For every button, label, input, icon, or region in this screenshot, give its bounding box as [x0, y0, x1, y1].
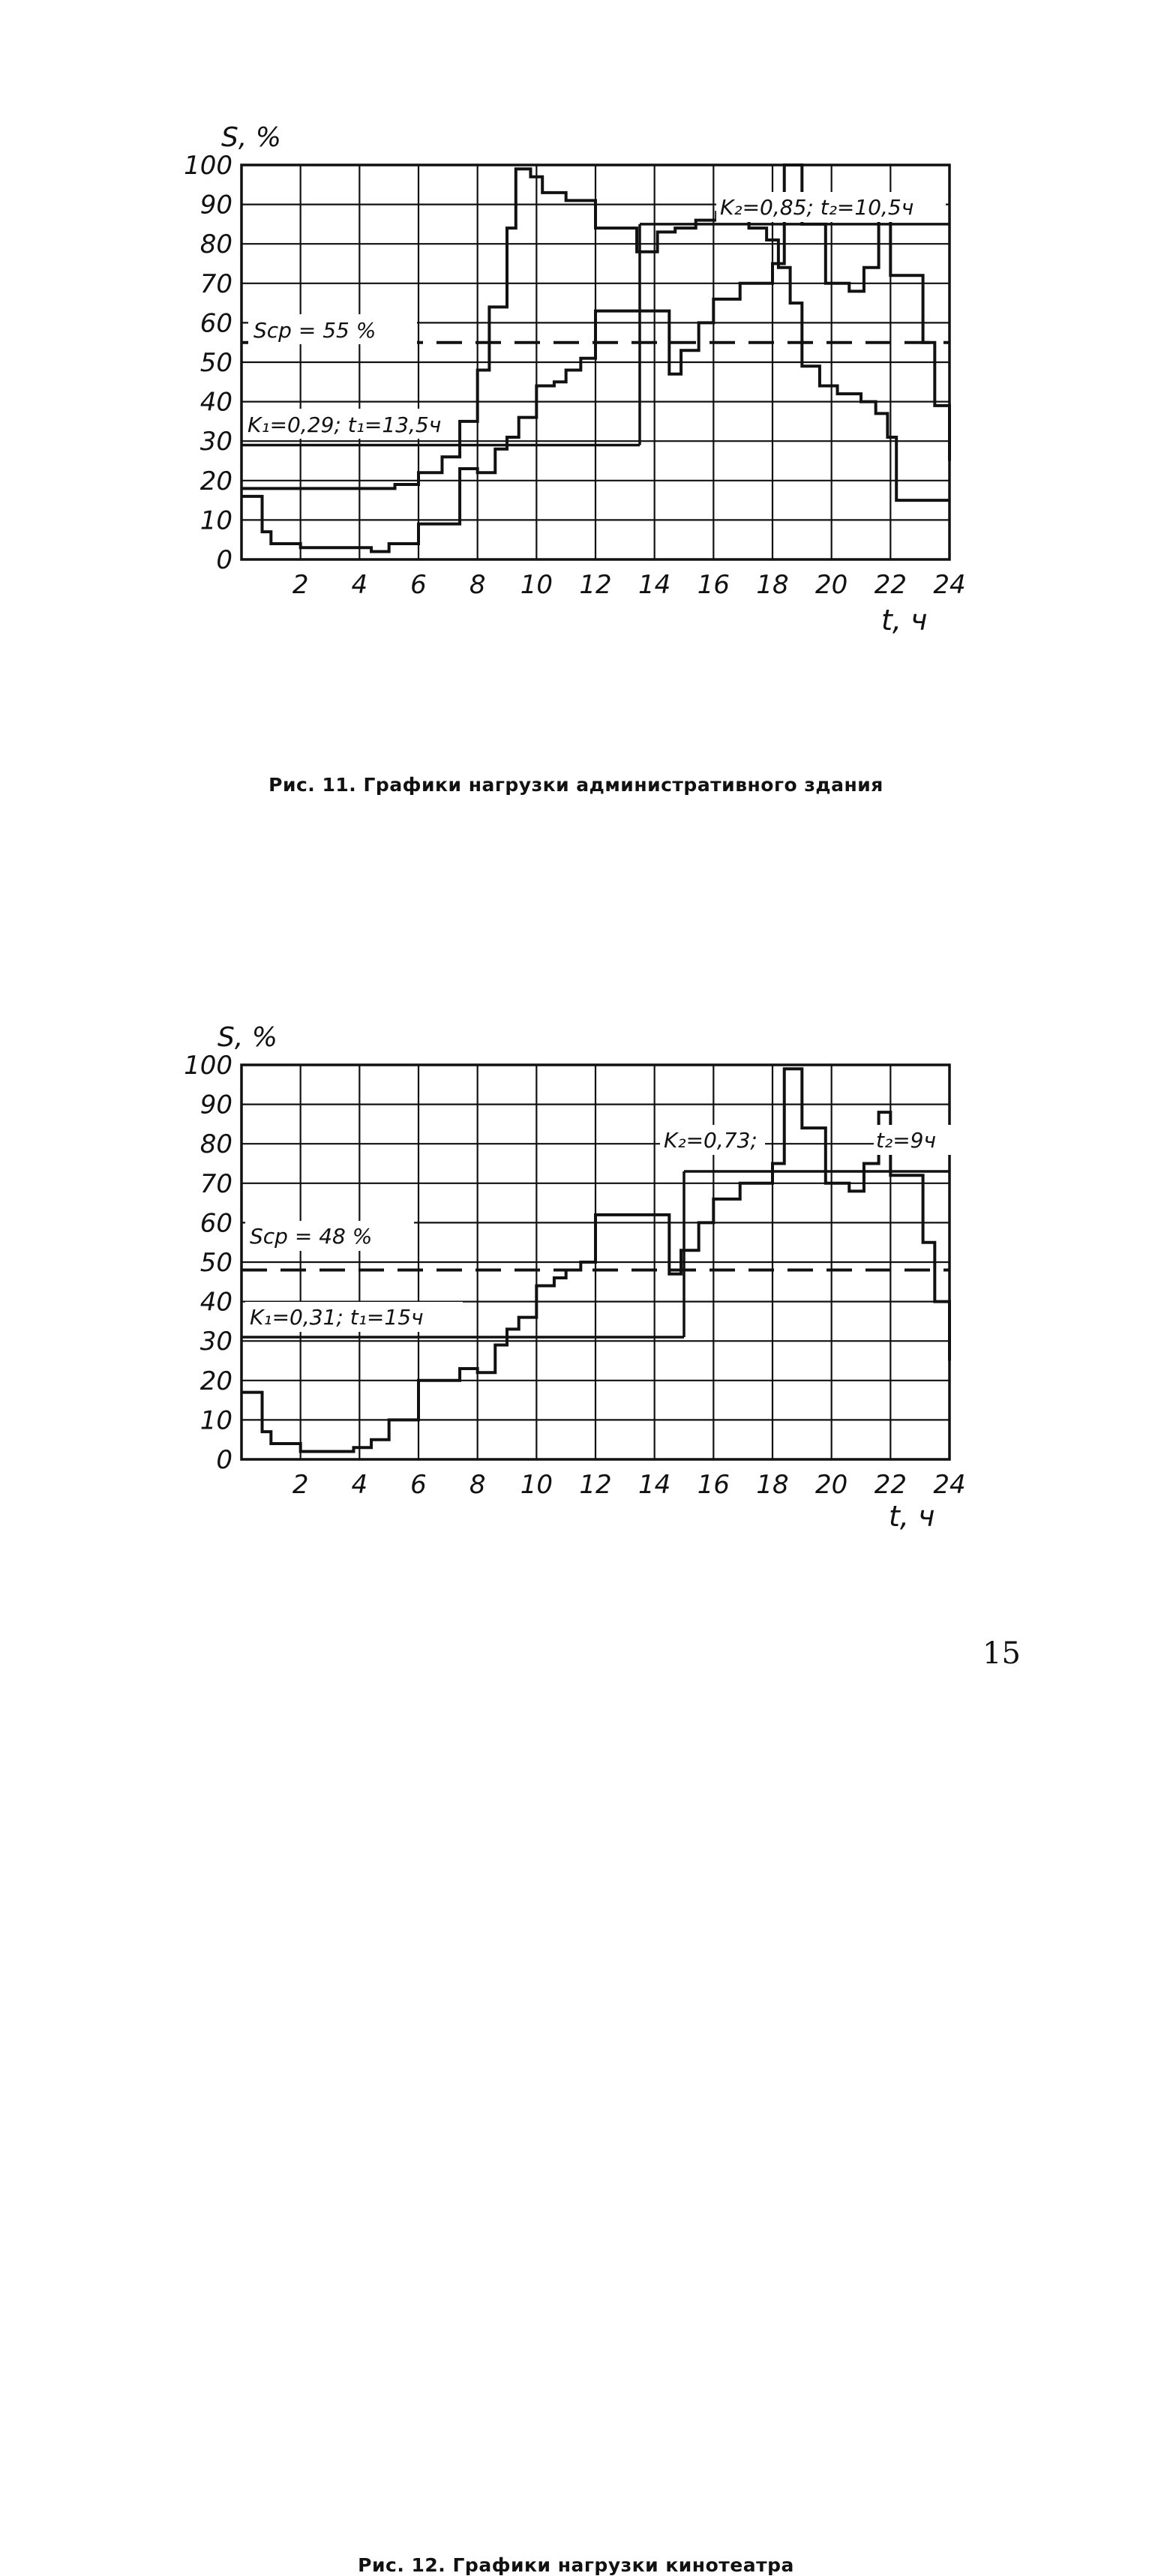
x-tick-label: 20: [815, 570, 848, 600]
x-tick-label: 2: [292, 570, 309, 600]
x-tick-label: 22: [874, 570, 907, 600]
y-tick-label: 20: [200, 1366, 232, 1396]
x-axis-label: t, ч: [889, 1500, 935, 1533]
y-tick-label: 10: [200, 1405, 232, 1435]
y-tick-label: 80: [200, 229, 232, 259]
x-tick-label: 6: [410, 570, 427, 600]
y-tick-label: 100: [184, 1051, 232, 1081]
k2-label: K₂=0,85; t₂=10,5ч: [720, 195, 914, 220]
y-tick-label: 70: [200, 269, 232, 299]
x-tick-label: 18: [756, 570, 788, 600]
k1-label-bg: [245, 409, 443, 439]
x-tick-label: 18: [756, 1470, 788, 1500]
y-tick-label: 0: [216, 1445, 232, 1475]
y-tick-label: 30: [200, 1327, 232, 1357]
t2-label: t₂=9ч: [876, 1128, 936, 1153]
x-tick-label: 22: [874, 1470, 907, 1500]
x-tick-label: 16: [698, 1470, 730, 1500]
y-tick-label: 40: [200, 1288, 232, 1318]
x-tick-label: 14: [638, 1470, 670, 1500]
y-tick-label: 20: [200, 466, 232, 496]
y-tick-label: 50: [200, 1248, 232, 1278]
x-tick-label: 12: [579, 570, 611, 600]
y-axis-label: S, %: [221, 122, 281, 153]
y-tick-label: 30: [200, 427, 232, 457]
x-tick-label: 8: [470, 1470, 486, 1500]
x-tick-label: 10: [520, 570, 553, 600]
k1-label: K₁=0,29; t₁=13,5ч: [248, 412, 441, 437]
y-tick-label: 70: [200, 1169, 232, 1199]
scp-label: Sср = 48 %: [250, 1224, 372, 1249]
figure-11: 0 10 20 30 40 50 60 70 80 90 100 2 4 6 8 10 12 14 16 18 20 22…: [0, 112, 1152, 796]
series-line-2: [242, 163, 951, 553]
y-tick-label: 10: [200, 505, 232, 535]
reference-lines: [242, 1170, 950, 1339]
y-tick-label: 80: [200, 1129, 232, 1159]
x-axis-label: t, ч: [881, 604, 928, 637]
scp-label: Sср = 55 %: [254, 318, 376, 343]
k2-label-bg: [660, 1125, 765, 1155]
y-tick-label: 100: [184, 151, 232, 181]
x-tick-label: 24: [933, 570, 965, 600]
scp-label-bg: [248, 314, 417, 344]
series-line-1: [242, 167, 950, 502]
k1-label: K₁=0,31; t₁=15ч: [250, 1305, 424, 1330]
x-tick-label: 16: [698, 570, 730, 600]
figure-12-caption: Рис. 12. Графики нагрузки кинотеатра: [358, 2554, 794, 2576]
x-tick-label: 24: [933, 1470, 965, 1500]
y-tick-label: 40: [200, 388, 232, 418]
x-tick-label: 14: [638, 570, 670, 600]
y-axis-label: S, %: [218, 1022, 278, 1053]
series-group: [242, 163, 951, 553]
k2-label: K₂=0,73;: [664, 1128, 758, 1153]
y-tick-label: 60: [200, 1208, 232, 1238]
y-tick-label: 60: [200, 308, 232, 338]
x-tick-label: 20: [815, 1470, 848, 1500]
series-line-1: [242, 1067, 951, 1453]
k2-label-bg: [716, 192, 946, 222]
x-tick-label: 6: [410, 1470, 427, 1500]
x-tick-label: 4: [352, 1470, 368, 1500]
y-tick-label: 90: [200, 190, 232, 220]
figure-12: 0 10 20 30 40 50 60 70 80 90 100 2 4 6 8 10 12 14 16 18 20 22…: [0, 1005, 1152, 2576]
y-tick-label: 50: [200, 348, 232, 378]
plot-frame: [240, 1063, 951, 1461]
x-tick-label: 12: [579, 1470, 611, 1500]
x-tick-label: 8: [470, 570, 486, 600]
figure-11-caption: Рис. 11. Графики нагрузки административн…: [268, 774, 884, 796]
plot-frame: [240, 163, 951, 561]
t2-label-bg: [874, 1125, 952, 1155]
k1-label-bg: [245, 1302, 463, 1332]
series-group: [242, 1067, 951, 1453]
x-tick-label: 2: [292, 1470, 309, 1500]
x-tick-label: 4: [352, 570, 368, 600]
x-tick-label: 10: [520, 1470, 553, 1500]
y-tick-label: 0: [216, 545, 232, 575]
scp-label-bg: [245, 1221, 414, 1251]
page-number: 15: [982, 1636, 1021, 1671]
y-tick-label: 90: [200, 1090, 232, 1120]
